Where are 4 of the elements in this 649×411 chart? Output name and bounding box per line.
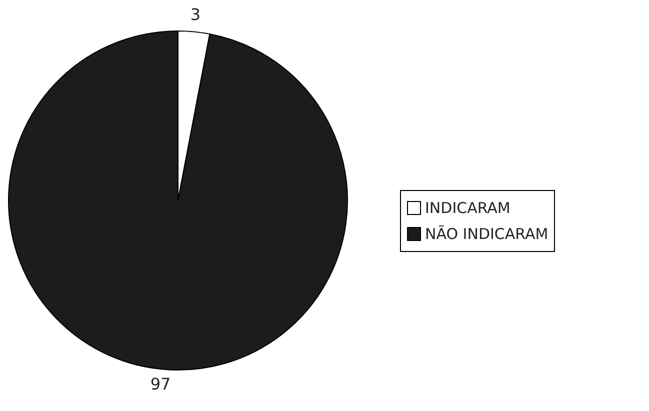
legend-label: INDICARAM: [425, 198, 510, 219]
data-label: 3: [190, 4, 201, 24]
data-label: 97: [150, 374, 171, 394]
legend-label: NÃO INDICARAM: [425, 224, 548, 245]
